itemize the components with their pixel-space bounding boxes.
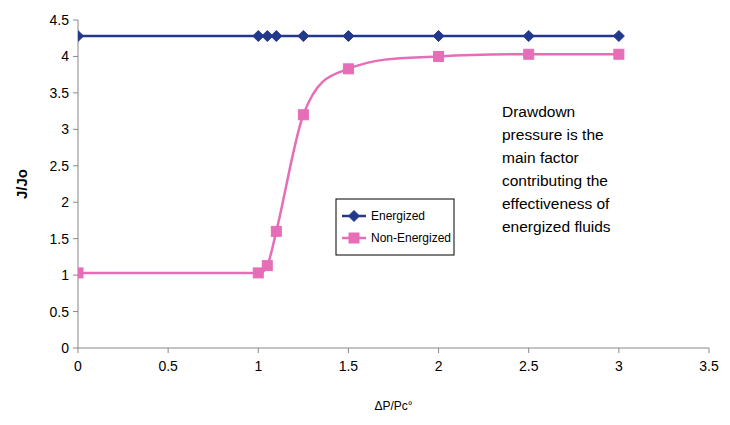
x-tick xyxy=(258,348,259,353)
annotation: effectiveness of xyxy=(502,195,610,212)
annotation: main factor xyxy=(502,149,579,166)
series-marker xyxy=(433,31,444,42)
legend-label: Energized xyxy=(371,209,425,223)
series-marker xyxy=(343,64,353,74)
x-tick xyxy=(618,348,619,353)
x-tick xyxy=(709,348,710,353)
x-tick xyxy=(528,348,529,353)
series-marker xyxy=(262,261,272,271)
x-tick xyxy=(438,348,439,353)
x-tick-label: 0 xyxy=(74,358,82,374)
y-tick-label: 0.5 xyxy=(50,304,70,320)
series-marker xyxy=(523,31,534,42)
y-tick xyxy=(73,275,78,276)
y-tick-label: 2 xyxy=(61,194,69,210)
annotation: Drawdown xyxy=(502,103,575,120)
series-marker xyxy=(271,226,281,236)
y-axis xyxy=(78,20,79,348)
legend-box xyxy=(336,199,454,255)
legend-label: Non-Energized xyxy=(371,231,451,245)
y-tick-label: 2.5 xyxy=(50,158,70,174)
y-tick-label: 3.5 xyxy=(50,85,70,101)
legend: Energized Non-Energized xyxy=(336,199,454,255)
y-tick xyxy=(73,348,78,349)
x-tick-label: 2 xyxy=(435,358,443,374)
series-marker xyxy=(298,110,308,120)
y-tick xyxy=(73,92,78,93)
series-marker xyxy=(524,49,534,59)
y-tick-label: 4 xyxy=(61,48,69,64)
series-marker xyxy=(253,268,263,278)
chart: 0 0.5 1 1.5 2 2.5 3 3.5 4 4.5 0 0.5 1 1.5 2 2.5 3 3.5 J/Jo… xyxy=(0,0,730,425)
legend-marker xyxy=(349,233,359,243)
x-tick-label: 0.5 xyxy=(158,358,178,374)
y-tick xyxy=(73,20,78,21)
x-axis xyxy=(78,348,709,349)
x-tick xyxy=(168,348,169,353)
y-tick-label: 4.5 xyxy=(50,12,70,28)
y-tick-label: 1 xyxy=(61,267,69,283)
series-marker xyxy=(78,31,84,42)
series-marker xyxy=(343,31,354,42)
y-tick xyxy=(73,202,78,203)
x-tick-label: 1 xyxy=(254,358,262,374)
series-marker xyxy=(434,51,444,61)
y-tick xyxy=(73,311,78,312)
annotation: energized fluids xyxy=(502,218,611,235)
series-line xyxy=(78,54,619,273)
series-marker xyxy=(614,49,624,59)
plot-data xyxy=(78,31,624,278)
x-tick xyxy=(78,348,79,353)
y-tick-label: 3 xyxy=(61,121,69,137)
series-marker xyxy=(271,31,282,42)
annotation: pressure is the xyxy=(502,126,604,143)
x-axis-title: ΔP/Pc° xyxy=(374,399,412,413)
series-marker xyxy=(78,268,83,278)
y-axis-title: J/Jo xyxy=(13,169,30,199)
x-tick-label: 3 xyxy=(615,358,623,374)
y-tick xyxy=(73,56,78,57)
legend-marker xyxy=(349,211,360,222)
y-tick xyxy=(73,129,78,130)
annotation: contributing the xyxy=(502,172,608,189)
x-tick-label: 2.5 xyxy=(519,358,539,374)
x-tick-label: 1.5 xyxy=(339,358,359,374)
y-tick-label: 0 xyxy=(61,340,69,356)
x-tick xyxy=(348,348,349,353)
series-marker xyxy=(613,31,624,42)
y-tick xyxy=(73,165,78,166)
series-marker xyxy=(298,31,309,42)
y-tick-label: 1.5 xyxy=(50,231,70,247)
y-tick xyxy=(73,238,78,239)
x-tick-label: 3.5 xyxy=(699,358,719,374)
